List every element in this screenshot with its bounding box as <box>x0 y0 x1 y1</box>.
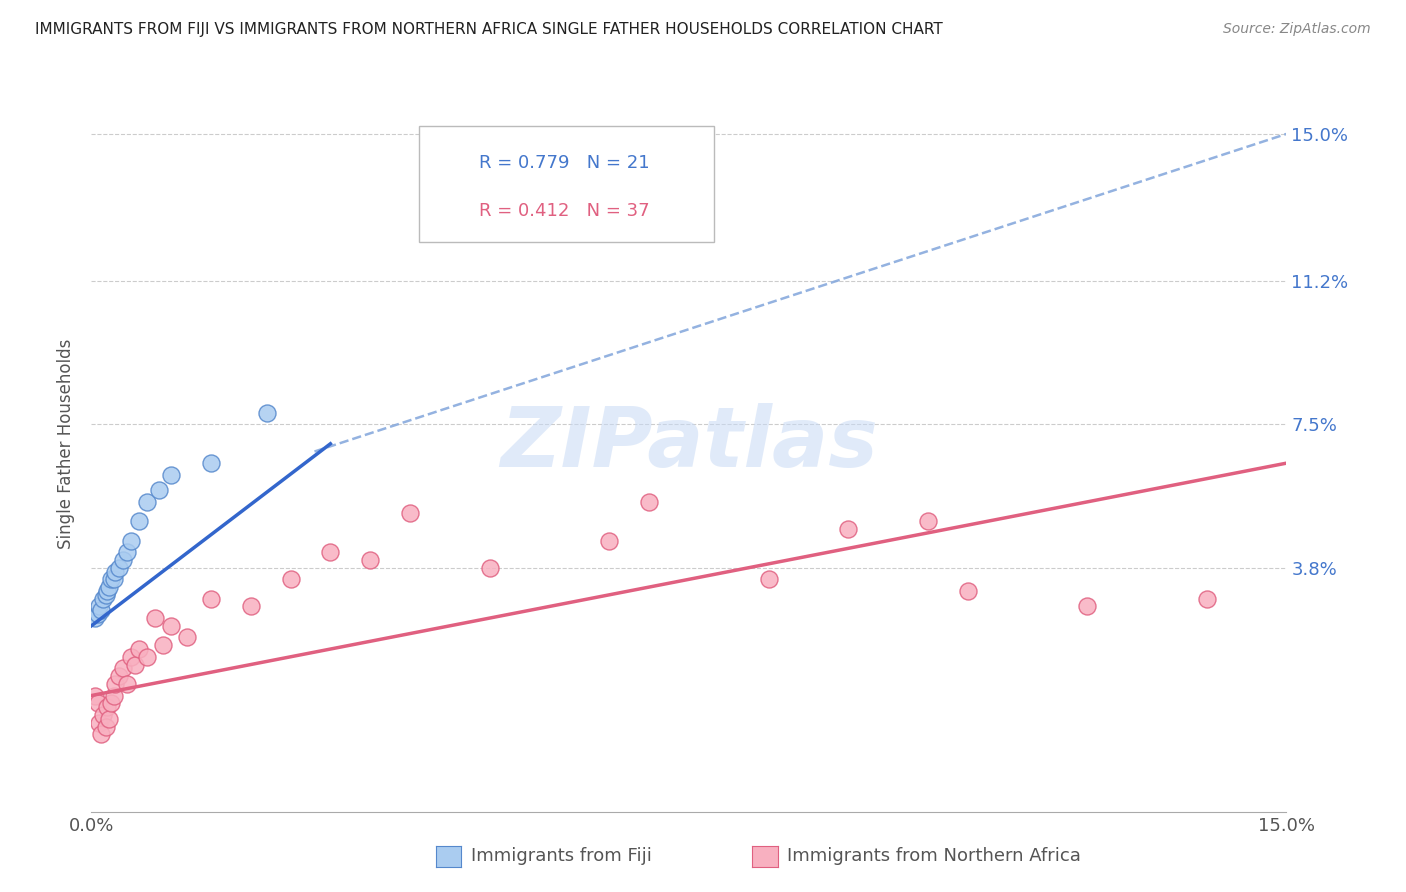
Point <box>319 545 342 559</box>
Point <box>96 584 118 599</box>
Point <box>136 495 159 509</box>
Text: R = 0.412   N = 37: R = 0.412 N = 37 <box>479 202 650 220</box>
Y-axis label: Single Father Households: Single Father Households <box>58 339 76 549</box>
Point <box>100 696 122 710</box>
Point <box>87 696 110 710</box>
Point <box>917 514 939 528</box>
Point <box>152 638 174 652</box>
Point <box>97 712 120 726</box>
Point <box>84 611 107 625</box>
Point <box>87 607 110 622</box>
Point <box>837 522 859 536</box>
Point <box>638 495 661 509</box>
Text: IMMIGRANTS FROM FIJI VS IMMIGRANTS FROM NORTHERN AFRICA SINGLE FATHER HOUSEHOLDS: IMMIGRANTS FROM FIJI VS IMMIGRANTS FROM … <box>35 22 943 37</box>
Point <box>399 507 422 521</box>
Point <box>160 619 183 633</box>
Point <box>128 514 150 528</box>
Point <box>143 611 166 625</box>
Point <box>598 533 620 548</box>
Point <box>956 584 979 599</box>
Point <box>94 719 117 733</box>
Point <box>758 572 780 586</box>
Point <box>103 572 125 586</box>
Point <box>128 642 150 657</box>
Point <box>1195 591 1218 606</box>
Text: Immigrants from Northern Africa: Immigrants from Northern Africa <box>787 847 1081 865</box>
Point <box>100 572 122 586</box>
Point <box>108 669 131 683</box>
Point <box>478 560 501 574</box>
Point <box>94 588 117 602</box>
Point <box>103 689 125 703</box>
Point <box>112 661 135 675</box>
Point <box>160 467 183 482</box>
Point <box>239 599 262 614</box>
Point <box>359 553 381 567</box>
Point <box>120 649 142 664</box>
Point <box>93 707 114 722</box>
Point <box>97 580 120 594</box>
Point <box>90 603 112 617</box>
Point <box>93 591 114 606</box>
Point <box>89 599 111 614</box>
Point <box>112 553 135 567</box>
Point <box>89 715 111 730</box>
Point <box>120 533 142 548</box>
Point <box>200 591 222 606</box>
Point <box>176 631 198 645</box>
Text: Source: ZipAtlas.com: Source: ZipAtlas.com <box>1223 22 1371 37</box>
Point <box>104 565 127 579</box>
Point <box>90 727 112 741</box>
Text: ZIPatlas: ZIPatlas <box>501 403 877 484</box>
Point <box>280 572 302 586</box>
Point <box>96 700 118 714</box>
Text: R = 0.779   N = 21: R = 0.779 N = 21 <box>479 154 650 172</box>
Text: Immigrants from Fiji: Immigrants from Fiji <box>471 847 652 865</box>
Point <box>1076 599 1098 614</box>
Point <box>256 406 278 420</box>
Point <box>200 456 222 470</box>
Point <box>136 649 159 664</box>
Point <box>104 677 127 691</box>
Point <box>115 677 138 691</box>
Point <box>115 545 138 559</box>
Point <box>84 689 107 703</box>
Point <box>148 483 170 498</box>
Point <box>124 657 146 672</box>
Point <box>108 560 131 574</box>
